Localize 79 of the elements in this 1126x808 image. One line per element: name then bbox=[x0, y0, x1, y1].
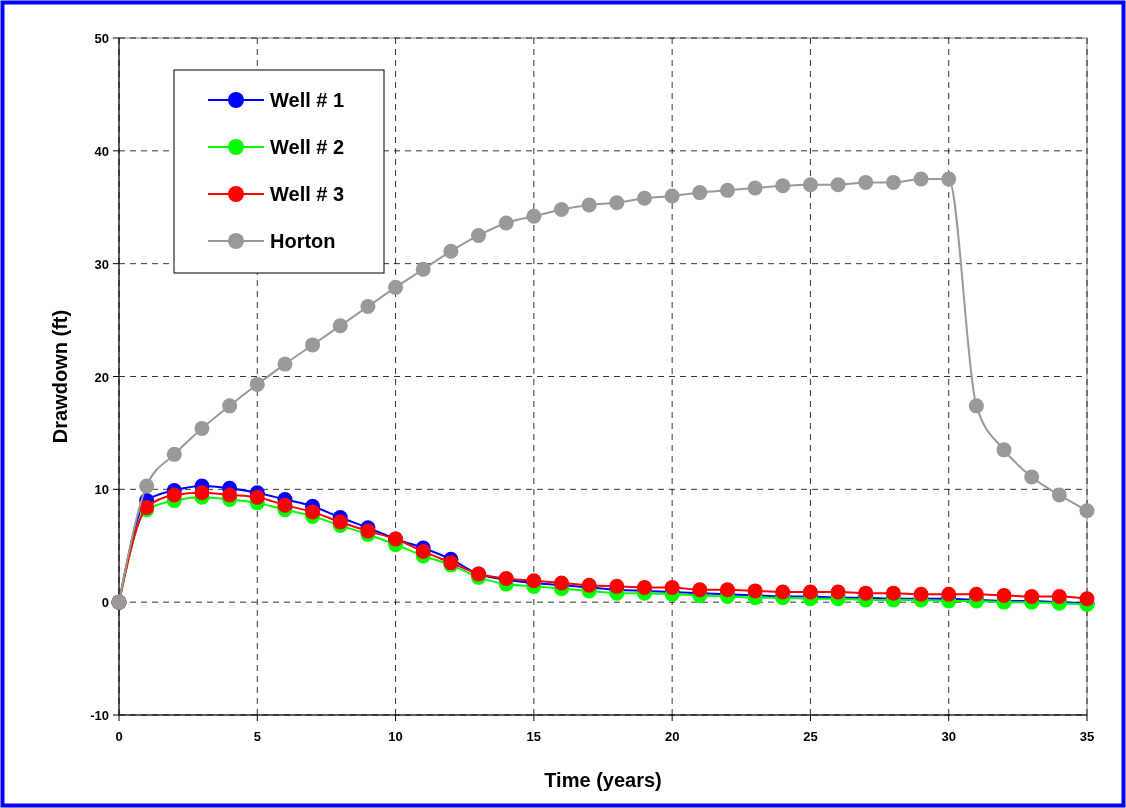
point bbox=[775, 178, 791, 194]
legend-label: Well # 3 bbox=[270, 183, 345, 205]
point bbox=[802, 584, 818, 600]
y-tick-label: 40 bbox=[94, 143, 109, 159]
point bbox=[996, 442, 1012, 458]
point bbox=[526, 208, 542, 224]
point bbox=[139, 478, 155, 494]
legend-label: Well # 1 bbox=[270, 89, 345, 111]
point bbox=[166, 487, 182, 503]
point bbox=[747, 180, 763, 196]
point bbox=[609, 578, 625, 594]
point bbox=[858, 585, 874, 601]
y-tick-label: 20 bbox=[94, 369, 109, 385]
point bbox=[388, 279, 404, 295]
y-tick-label: -10 bbox=[90, 708, 109, 723]
legend-label: Horton bbox=[270, 230, 336, 252]
point bbox=[719, 182, 735, 198]
point bbox=[554, 202, 570, 218]
x-tick-label: 10 bbox=[388, 729, 403, 744]
x-axis-title: Time (years) bbox=[544, 769, 662, 791]
point bbox=[1051, 487, 1067, 503]
point bbox=[443, 243, 459, 259]
point bbox=[1079, 591, 1095, 607]
point bbox=[719, 582, 735, 598]
point bbox=[609, 195, 625, 211]
point bbox=[858, 174, 874, 190]
x-tick-label: 0 bbox=[115, 729, 123, 744]
point bbox=[360, 299, 376, 315]
point bbox=[968, 398, 984, 414]
x-tick-label: 20 bbox=[664, 729, 680, 744]
point bbox=[305, 337, 321, 353]
point bbox=[996, 587, 1012, 603]
point bbox=[194, 485, 210, 501]
point bbox=[775, 584, 791, 600]
point bbox=[913, 586, 929, 602]
point bbox=[1051, 589, 1067, 605]
point bbox=[332, 318, 348, 334]
y-axis-title: Drawdown (ft) bbox=[49, 309, 71, 444]
point bbox=[636, 580, 652, 595]
x-tick-label: 15 bbox=[526, 729, 542, 744]
x-tick-label: 35 bbox=[1079, 729, 1095, 744]
point bbox=[885, 585, 901, 601]
y-tick-label: 0 bbox=[101, 595, 109, 611]
point bbox=[166, 446, 182, 462]
point bbox=[1024, 469, 1040, 485]
point bbox=[747, 583, 763, 599]
point bbox=[581, 197, 597, 213]
point bbox=[913, 171, 929, 187]
point bbox=[636, 190, 652, 206]
point bbox=[692, 185, 708, 201]
x-tick-label: 25 bbox=[803, 729, 818, 744]
y-tick-label: 10 bbox=[94, 482, 109, 498]
point bbox=[277, 497, 293, 513]
y-tick-label: 30 bbox=[94, 256, 109, 272]
y-tick-label: 50 bbox=[94, 31, 109, 46]
point bbox=[802, 177, 818, 193]
point bbox=[830, 177, 846, 193]
point bbox=[664, 188, 680, 204]
point bbox=[885, 174, 901, 190]
point bbox=[249, 489, 265, 505]
point bbox=[498, 215, 514, 231]
point bbox=[222, 398, 238, 414]
point bbox=[664, 580, 680, 595]
point bbox=[941, 171, 957, 187]
point bbox=[1024, 589, 1040, 605]
point bbox=[830, 584, 846, 600]
point bbox=[194, 420, 210, 436]
x-tick-label: 5 bbox=[253, 729, 261, 744]
x-tick-label: 30 bbox=[941, 729, 956, 744]
point bbox=[471, 227, 487, 243]
point bbox=[415, 261, 431, 277]
point bbox=[277, 356, 293, 372]
point bbox=[968, 586, 984, 602]
point bbox=[1079, 503, 1095, 519]
point bbox=[222, 487, 238, 503]
point bbox=[305, 504, 321, 520]
point bbox=[941, 586, 957, 602]
point bbox=[249, 376, 265, 392]
legend-label: Well # 2 bbox=[270, 136, 345, 158]
